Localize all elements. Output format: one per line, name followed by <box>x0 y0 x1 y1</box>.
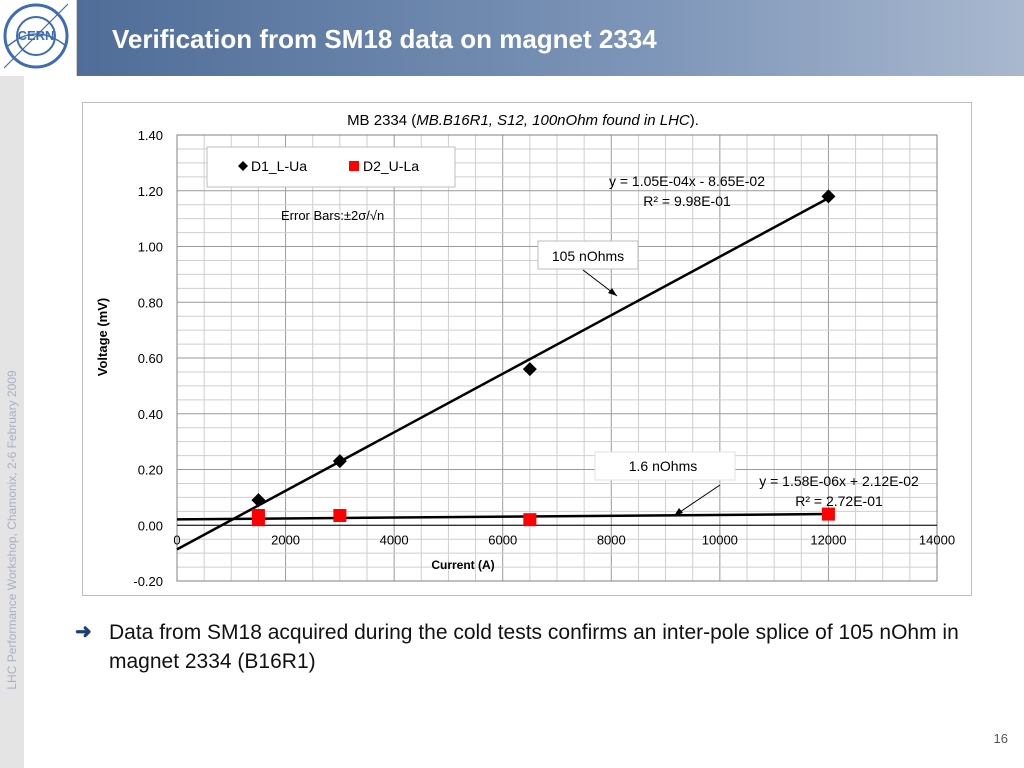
data-point-d1 <box>332 454 347 469</box>
trendline-r2-d1: R² = 9.98E-01 <box>643 193 731 209</box>
sidebar-strip: LHC Performance Workshop, Chamonix, 2-6 … <box>0 0 24 768</box>
y-tick-label: 0.60 <box>138 351 163 366</box>
x-tick-label: 8000 <box>597 532 626 547</box>
y-axis-label: Voltage (mV) <box>95 298 110 377</box>
legend-marker-d1 <box>238 161 248 171</box>
y-tick-label: 1.20 <box>138 184 163 199</box>
y-tick-label: 0.80 <box>138 295 163 310</box>
callout-label-16: 1.6 nOhms <box>629 458 697 474</box>
y-tick-label: 1.00 <box>138 240 163 255</box>
legend-label-d2: D2_U-La <box>363 158 419 174</box>
x-tick-label: 6000 <box>488 532 517 547</box>
data-point-d2 <box>523 513 537 527</box>
data-point-d1 <box>251 493 266 508</box>
trendline-equation-d1: y = 1.05E-04x - 8.65E-02 <box>609 173 765 189</box>
plot-area-border <box>176 134 938 582</box>
chart-title: MB 2334 (MB.B16R1, S12, 100nOhm found in… <box>347 112 699 129</box>
x-tick-label: 10000 <box>702 532 738 547</box>
logo-area: CERN <box>0 0 77 76</box>
data-point-d2 <box>333 508 347 522</box>
data-point-d1 <box>821 189 836 204</box>
chart-svg: 0 2000 4000 6000 8000 10000 12000 14000 -0.20 0.0… <box>95 112 955 589</box>
callout-arrow-16 <box>673 484 721 517</box>
legend-marker-d2 <box>349 161 359 171</box>
data-markers <box>251 189 836 527</box>
bullet-text: Data from SM18 acquired during the cold … <box>109 621 959 673</box>
arrow-right-icon: ➜ <box>75 621 92 643</box>
error-bars-note: Error Bars:±2σ/√n <box>281 208 384 223</box>
chart-container: 0 2000 4000 6000 8000 10000 12000 14000 -0.20 0.0… <box>82 102 972 596</box>
callout-label-105: 105 nOhms <box>552 248 624 264</box>
trendline-equation-d2: y = 1.58E-06x + 2.12E-02 <box>759 473 919 489</box>
x-axis-label: Current (A) <box>431 558 494 572</box>
callout-box-16 <box>594 451 736 481</box>
y-tick-label: 1.40 <box>138 128 163 143</box>
y-tick-label: 0.00 <box>138 518 163 533</box>
cern-logo-icon: CERN <box>3 3 69 69</box>
axes: 0 2000 4000 6000 8000 10000 12000 14000 -0.20 0.0… <box>133 128 955 589</box>
x-tick-label: 2000 <box>271 532 300 547</box>
grid <box>176 134 938 582</box>
trendlines <box>176 197 830 551</box>
y-tick-label: -0.20 <box>133 574 163 589</box>
data-point-d1 <box>522 362 537 377</box>
data-point-d2 <box>251 513 265 527</box>
trendline-2 <box>176 512 829 521</box>
legend: D1_L-Ua D2_U-La <box>206 146 456 188</box>
trendline-1 <box>176 197 830 551</box>
x-tick-label: 12000 <box>810 532 846 547</box>
y-tick-label: 0.40 <box>138 407 163 422</box>
workshop-footer-text: LHC Performance Workshop, Chamonix, 2-6 … <box>5 370 19 690</box>
data-point-d2 <box>821 507 835 521</box>
x-tick-label: 4000 <box>380 532 409 547</box>
trendline-r2-d2: R² = 2.72E-01 <box>795 493 883 509</box>
slide-title: Verification from SM18 data on magnet 23… <box>112 24 657 54</box>
page-number: 16 <box>993 731 1008 746</box>
x-tick-label: 0 <box>173 532 180 547</box>
title-bar: Verification from SM18 data on magnet 23… <box>77 0 1024 76</box>
legend-label-d1: D1_L-Ua <box>251 158 307 174</box>
y-tick-label: 0.20 <box>138 463 163 478</box>
callout-box-105 <box>537 240 639 270</box>
x-tick-label: 14000 <box>919 532 955 547</box>
logo-text: CERN <box>18 28 55 43</box>
